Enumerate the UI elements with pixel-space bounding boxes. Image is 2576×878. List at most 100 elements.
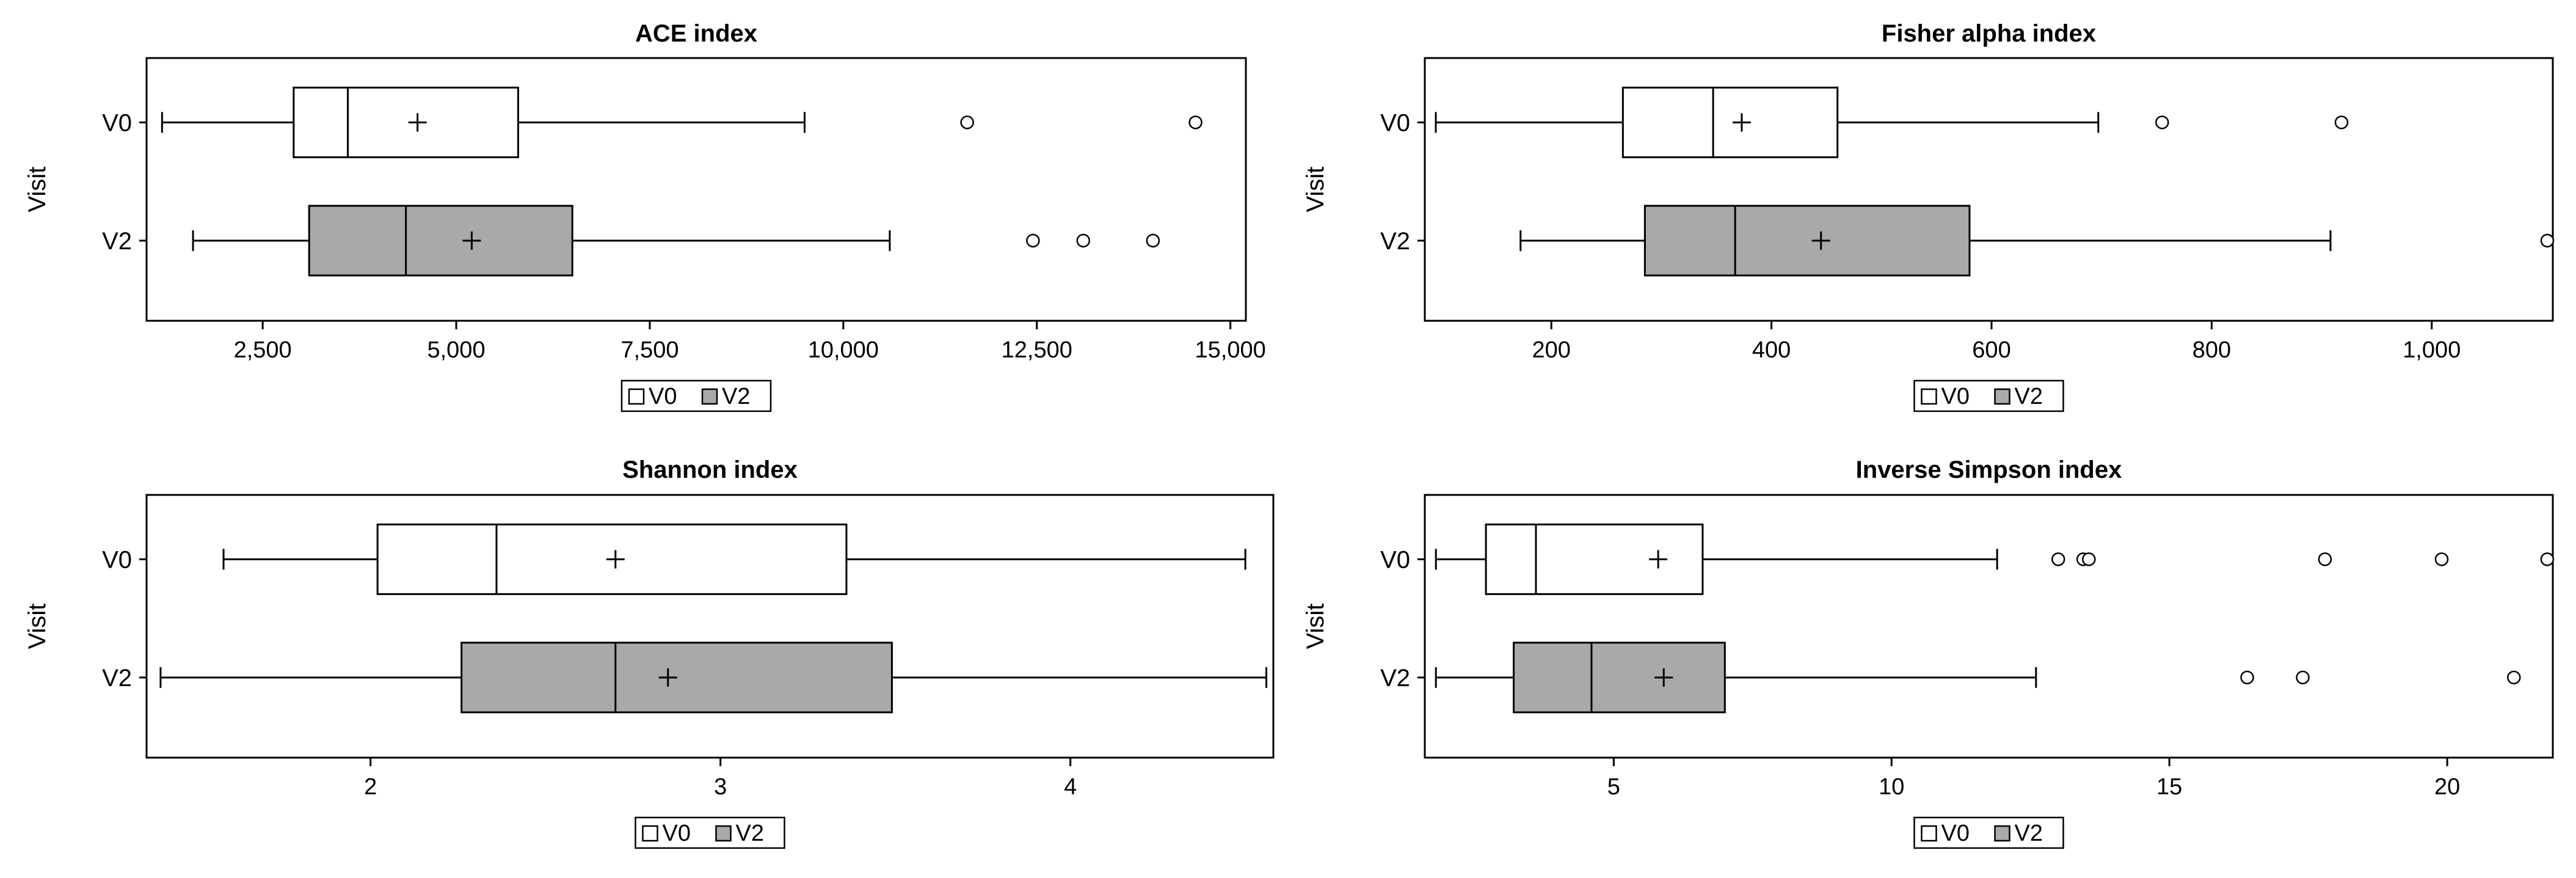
iqr-box bbox=[308, 205, 573, 277]
x-tick-label: 3 bbox=[714, 774, 727, 800]
outlier-point bbox=[2318, 552, 2332, 566]
x-tick-label: 10 bbox=[1879, 774, 1904, 800]
legend-label: V2 bbox=[736, 821, 764, 846]
box-V2 bbox=[159, 642, 1268, 714]
x-tick-label: 200 bbox=[1532, 337, 1571, 363]
legend-swatch-V0 bbox=[1921, 825, 1937, 842]
category-label: V2 bbox=[1380, 665, 1410, 692]
outlier-point bbox=[2540, 233, 2555, 248]
legend-label: V0 bbox=[1941, 384, 1970, 409]
legend: V0 V2 bbox=[620, 379, 772, 412]
outlier-point bbox=[960, 115, 974, 130]
x-tick-label: 600 bbox=[1972, 337, 2010, 363]
x-tick-label: 2 bbox=[364, 774, 377, 800]
plot-frame bbox=[1424, 57, 2554, 322]
chart-title: Fisher alpha index bbox=[1882, 20, 2096, 47]
chart-panels: ACE index Visit 2,500 5,000 7,500 10,000 12,50… bbox=[24, 20, 2555, 849]
iqr-box bbox=[293, 86, 519, 158]
x-tick-label: 5 bbox=[1607, 774, 1620, 800]
mean-marker bbox=[1654, 668, 1673, 687]
legend: V0 V2 bbox=[1913, 816, 2064, 849]
legend-swatch-V0 bbox=[628, 388, 645, 405]
category-label: V2 bbox=[102, 228, 132, 255]
legend-swatch-V2 bbox=[1994, 825, 2010, 842]
legend-swatch-V2 bbox=[715, 825, 732, 842]
iqr-box bbox=[1513, 642, 1726, 714]
iqr-box bbox=[1643, 205, 1971, 277]
category-label: V2 bbox=[1380, 228, 1410, 255]
legend-box bbox=[1913, 816, 2064, 849]
mean-marker bbox=[408, 113, 427, 132]
category-label: V2 bbox=[102, 665, 132, 692]
y-axis-label: Visit bbox=[1302, 167, 1329, 213]
y-axis-label: Visit bbox=[24, 604, 51, 649]
outlier-point bbox=[2240, 670, 2254, 685]
chart-title: Shannon index bbox=[622, 456, 798, 483]
panel-0: ACE index Visit 2,500 5,000 7,500 10,000 12,50… bbox=[24, 20, 1266, 412]
box-V0 bbox=[1435, 523, 2555, 595]
category-label: V0 bbox=[1380, 109, 1410, 136]
x-tick-label: 20 bbox=[2434, 774, 2460, 800]
legend-label: V0 bbox=[663, 821, 691, 846]
legend-label: V2 bbox=[2015, 384, 2043, 409]
outlier-point bbox=[2051, 552, 2065, 566]
legend-swatch-V2 bbox=[1994, 388, 2010, 405]
outlier-point bbox=[2434, 552, 2449, 566]
legend: V0 V2 bbox=[1913, 379, 2064, 412]
box-V0 bbox=[1435, 86, 2349, 158]
box-V0 bbox=[161, 86, 1202, 158]
legend-swatch-V0 bbox=[642, 825, 658, 842]
outlier-point bbox=[2540, 552, 2555, 566]
y-axis-label: Visit bbox=[1302, 604, 1329, 649]
outlier-point bbox=[1188, 115, 1202, 130]
chart-title: Inverse Simpson index bbox=[1856, 456, 2122, 483]
panel-2: Shannon index Visit 2 3 4 V0 V2 V0 V2 bbox=[24, 456, 1275, 849]
legend-swatch-V2 bbox=[701, 388, 718, 405]
box-V0 bbox=[222, 523, 1246, 595]
x-tick-label: 1,000 bbox=[2403, 337, 2461, 363]
x-tick-label: 400 bbox=[1752, 337, 1791, 363]
legend-box bbox=[635, 816, 785, 849]
legend: V0 V2 bbox=[635, 816, 785, 849]
outlier-point bbox=[2155, 115, 2169, 130]
legend-box bbox=[1913, 379, 2064, 412]
chart-title: ACE index bbox=[635, 20, 757, 47]
outlier-point bbox=[1076, 233, 1091, 248]
legend-label: V2 bbox=[722, 384, 750, 409]
category-label: V0 bbox=[102, 109, 132, 136]
outlier-point bbox=[2334, 115, 2349, 130]
x-tick-label: 4 bbox=[1064, 774, 1077, 800]
mean-marker bbox=[1811, 231, 1830, 250]
mean-marker bbox=[1649, 550, 1668, 569]
iqr-box bbox=[1485, 523, 1704, 595]
x-tick-label: 2,500 bbox=[234, 337, 292, 363]
box-V2 bbox=[1519, 205, 2555, 277]
outlier-point bbox=[2507, 670, 2521, 685]
category-label: V0 bbox=[102, 546, 132, 573]
legend-swatch-V0 bbox=[1921, 388, 1937, 405]
x-tick-label: 800 bbox=[2192, 337, 2231, 363]
x-tick-label: 15,000 bbox=[1195, 337, 1266, 363]
outlier-point bbox=[2296, 670, 2310, 685]
mean-marker bbox=[658, 668, 677, 687]
x-tick-label: 10,000 bbox=[808, 337, 879, 363]
legend-label: V2 bbox=[2015, 821, 2043, 846]
iqr-box bbox=[1621, 86, 1839, 158]
x-tick-label: 15 bbox=[2156, 774, 2182, 800]
outlier-point bbox=[1146, 233, 1160, 248]
legend-label: V0 bbox=[1941, 821, 1970, 846]
category-label: V0 bbox=[1380, 546, 1410, 573]
box-V2 bbox=[192, 205, 1160, 277]
x-tick-label: 5,000 bbox=[427, 337, 485, 363]
box-V2 bbox=[1435, 642, 2521, 714]
legend-label: V0 bbox=[649, 384, 677, 409]
y-axis-label: Visit bbox=[24, 167, 51, 213]
x-tick-label: 7,500 bbox=[620, 337, 679, 363]
mean-marker bbox=[1732, 113, 1751, 132]
legend-box bbox=[620, 379, 772, 412]
outlier-point bbox=[2082, 552, 2096, 566]
outlier-point bbox=[1026, 233, 1040, 248]
x-tick-label: 12,500 bbox=[1002, 337, 1072, 363]
